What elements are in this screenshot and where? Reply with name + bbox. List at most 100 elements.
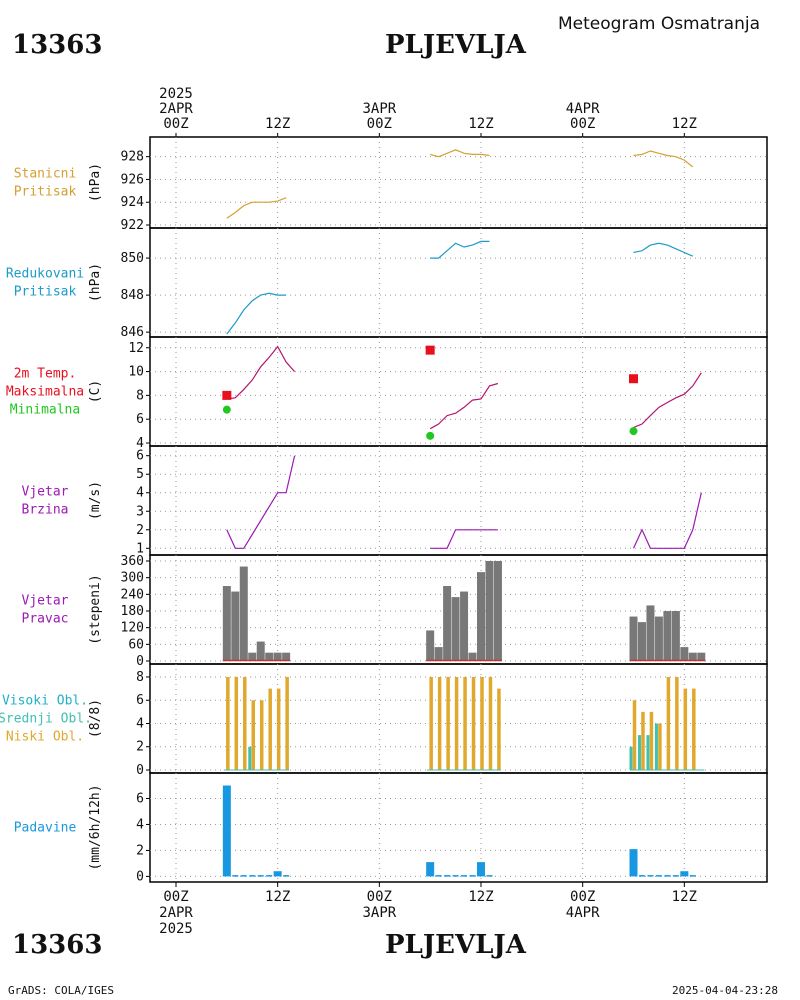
- wind-direction-bar: [671, 611, 680, 661]
- cloud-bar-mid: [646, 735, 650, 770]
- precip-bar: [664, 875, 671, 877]
- tmax-point: [222, 390, 232, 400]
- cloud-bar-low: [226, 676, 230, 770]
- wind_speed-ytick-label: 4: [136, 486, 144, 501]
- wind_speed-series-line: [430, 529, 498, 549]
- tmax-point: [425, 345, 435, 355]
- wind-direction-bar: [265, 652, 274, 661]
- precip-bar: [240, 875, 247, 877]
- cloud-bar-mid: [629, 746, 633, 770]
- tmin-point: [222, 405, 231, 414]
- wind-direction-bar: [493, 561, 502, 661]
- cloud-bar-low: [437, 676, 442, 770]
- temperature-legend-label: Maksimalna: [6, 385, 84, 400]
- top-time-label: 2025: [159, 86, 193, 102]
- wind-direction-bar: [637, 622, 646, 661]
- wind_direction-ytick-label: 0: [136, 654, 144, 669]
- precip-bar: [435, 875, 442, 877]
- station_pressure-legend-label: Stanicni: [14, 167, 77, 182]
- cloud-bar-low: [675, 676, 679, 770]
- precip-ytick-label: 6: [136, 791, 144, 806]
- precip-legend-label: Padavine: [14, 821, 77, 836]
- temperature-ytick-label: 8: [136, 388, 144, 403]
- clouds-ytick-label: 8: [136, 670, 144, 685]
- top-time-label: 00Z: [367, 116, 392, 132]
- wind-direction-bar: [663, 611, 672, 661]
- station_pressure-ytick-label: 924: [121, 195, 145, 210]
- reduced_pressure-ytick-label: 846: [121, 325, 144, 340]
- wind_speed-ytick-label: 5: [136, 467, 144, 482]
- precip-ylabel: (mm/6h/12h): [88, 784, 103, 870]
- wind_speed-ytick-label: 3: [136, 504, 144, 519]
- wind-direction-bar: [239, 566, 248, 661]
- bottom-time-label: 12Z: [672, 889, 697, 905]
- cloud-bar-low: [268, 688, 272, 770]
- wind_speed-legend-label: Vjetar: [22, 485, 69, 500]
- bottom-time-label: 00Z: [367, 889, 392, 905]
- wind_speed-ylabel: (m/s): [88, 481, 103, 520]
- station_pressure-series-line: [633, 150, 694, 168]
- wind_speed-ytick-label: 1: [136, 541, 144, 556]
- station_pressure-ytick-label: 928: [121, 150, 144, 165]
- wind-direction-bar: [273, 652, 282, 661]
- grads-credit: GrADS: COLA/IGES: [8, 984, 114, 997]
- cloud-bar-low: [666, 676, 671, 770]
- cloud-bar-mid: [654, 723, 658, 770]
- wind-direction-bar: [426, 630, 435, 661]
- bottom-time-label: 2025: [159, 921, 193, 937]
- cloud-bar-low: [683, 688, 688, 770]
- precip-bar: [629, 849, 638, 877]
- precip-bar: [452, 875, 459, 877]
- temperature-series-line: [226, 345, 296, 400]
- clouds-legend-label: Srednji Obl.: [0, 712, 92, 727]
- precip-bar: [444, 875, 451, 877]
- cloud-bar-low: [480, 676, 484, 770]
- wind-direction-bar: [485, 561, 494, 661]
- precip-bar: [426, 862, 435, 877]
- generated-timestamp: 2025-04-04-23:28: [672, 984, 778, 997]
- wind_direction-ytick-label: 300: [121, 571, 144, 586]
- wind-direction-bar: [629, 616, 638, 661]
- clouds-ytick-label: 2: [136, 740, 144, 755]
- cloud-bar-low: [251, 700, 255, 770]
- precip-ytick-label: 2: [136, 843, 144, 858]
- bottom-time-label: 12Z: [468, 889, 493, 905]
- station_pressure-ytick-label: 926: [121, 172, 144, 187]
- cloud-bar-low: [471, 676, 476, 770]
- wind-direction-bar: [443, 586, 452, 661]
- temperature-series-line: [633, 372, 702, 429]
- temperature-ytick-label: 6: [136, 412, 144, 427]
- temperature-frame: [149, 336, 768, 447]
- precip-bar: [655, 875, 662, 877]
- precip-ytick-label: 0: [136, 869, 144, 884]
- wind_speed-frame: [149, 445, 768, 556]
- cloud-bar-low: [632, 700, 637, 770]
- temperature-legend-label: Minimalna: [10, 403, 80, 418]
- precip-bar: [249, 875, 256, 877]
- wind-direction-bar: [460, 591, 469, 661]
- top-time-label: 12Z: [672, 116, 697, 132]
- reduced_pressure-series-line: [430, 240, 490, 259]
- wind-direction-bar: [248, 652, 257, 661]
- bottom-time-label: 2APR: [159, 905, 193, 921]
- wind_speed-legend-label: Brzina: [22, 503, 69, 518]
- wind_direction-ytick-label: 240: [121, 587, 144, 602]
- wind-direction-bar: [654, 616, 663, 661]
- cloud-bar-low: [243, 676, 247, 770]
- cloud-bar-low: [285, 676, 289, 770]
- temperature-ytick-label: 10: [128, 365, 144, 380]
- precip-bar: [469, 875, 476, 877]
- wind_direction-ytick-label: 360: [121, 554, 144, 569]
- reduced_pressure-ytick-label: 850: [121, 251, 144, 266]
- cloud-bar-low: [497, 688, 501, 770]
- precip-bar: [689, 875, 696, 877]
- top-time-label: 00Z: [570, 116, 595, 132]
- temperature-ytick-label: 4: [136, 436, 144, 451]
- reduced_pressure-legend-label: Redukovani: [6, 267, 84, 282]
- cloud-bar-low: [463, 676, 467, 770]
- reduced_pressure-series-line: [633, 242, 694, 257]
- bottom-time-label: 12Z: [265, 889, 290, 905]
- top-time-label: 3APR: [362, 101, 396, 117]
- wind-direction-bar: [231, 591, 240, 661]
- station-name-bottom: PLJEVLJA: [385, 930, 526, 960]
